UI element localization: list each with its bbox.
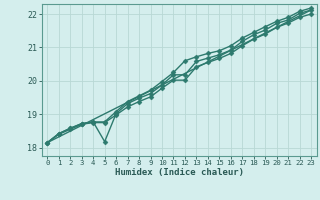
X-axis label: Humidex (Indice chaleur): Humidex (Indice chaleur)	[115, 168, 244, 177]
